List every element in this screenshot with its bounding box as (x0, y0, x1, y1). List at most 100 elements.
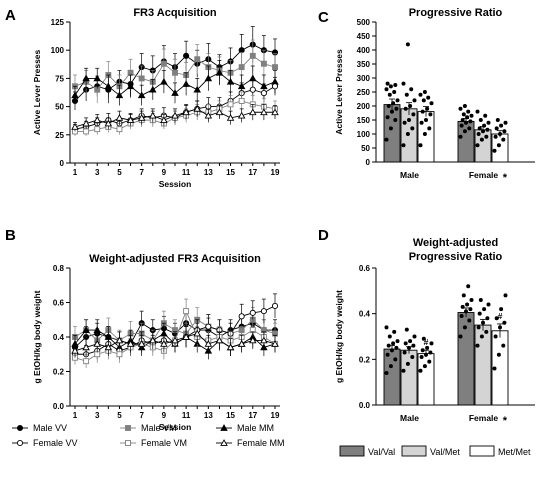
d-dot-male (408, 339, 413, 344)
a-point-female-mm (104, 119, 113, 127)
a-point-female-mm (115, 113, 124, 121)
d-hash-mark-male: # (424, 337, 429, 347)
a-point-female-mm (82, 119, 90, 127)
b-y-tick-label: 0.6 (53, 299, 65, 308)
c-dot-female (501, 137, 506, 142)
c-dot-female (468, 119, 473, 124)
c-y-tick-label: 450 (357, 32, 371, 41)
a-point-male-mm (160, 77, 168, 85)
c-dot-female (462, 129, 467, 134)
legend-label-male-vm: Male VM (141, 423, 177, 433)
c-dot-male (426, 95, 431, 100)
c-dot-male (388, 126, 393, 131)
b-x-tick-label: 15 (226, 411, 235, 420)
b-point-female-mm (82, 343, 90, 351)
b-point-female-mm (260, 336, 268, 344)
a-point-male-vv (238, 47, 245, 54)
c-dot-female (502, 129, 507, 134)
c-y-tick-label: 50 (361, 144, 370, 153)
d-dot-male (427, 359, 432, 364)
a-point-male-mm (71, 91, 79, 99)
d-dot-female (467, 318, 472, 323)
c-dot-male (427, 126, 432, 131)
c-dot-female (496, 143, 501, 148)
d-dot-female (496, 352, 501, 357)
c-dot-female (462, 104, 467, 108)
a-point-female-mm (226, 113, 235, 121)
b-point-female-mm (182, 333, 190, 340)
d-dot-female (494, 316, 499, 321)
c-y-tick-label: 350 (357, 60, 371, 69)
a-y-tick-label: 125 (51, 18, 65, 27)
a-point-male-mm (226, 77, 235, 85)
d-dot-female (484, 329, 489, 334)
panel-letter-d: D (318, 227, 329, 244)
c-dot-male (405, 132, 410, 136)
d-dot-male (407, 345, 411, 350)
d-y-tick-label: 0.4 (359, 310, 371, 319)
legend-marker-male-mm (220, 424, 228, 431)
a-point-female-vv (249, 86, 256, 93)
b-point-female-vm (116, 351, 123, 358)
d-title: Weight-adjusted (413, 237, 498, 249)
d-dot-male (395, 339, 400, 344)
c-dot-male (411, 112, 416, 117)
c-dot-female (479, 137, 484, 142)
a-point-male-mm (137, 91, 146, 99)
b-point-female-mm (204, 339, 213, 347)
a-point-male-mm (215, 68, 224, 76)
c-dot-male (385, 81, 390, 86)
a-point-female-mm (271, 108, 279, 116)
a-x-tick-label: 1 (73, 168, 78, 177)
d-dot-female (481, 320, 485, 325)
c-dot-male (384, 137, 389, 142)
a-point-male-vm (238, 64, 245, 71)
d-dot-female (465, 302, 470, 307)
c-dot-male (395, 98, 400, 103)
c-y-tick-label: 500 (357, 18, 371, 27)
c-dot-male (420, 109, 425, 114)
b-y-tick-label: 0.8 (53, 264, 65, 273)
d-dot-female (479, 334, 484, 339)
a-point-female-vm (83, 128, 90, 135)
c-dot-male (410, 126, 415, 131)
b-title: Weight-adjusted FR3 Acquisition (89, 253, 261, 265)
c-dot-female (475, 109, 480, 114)
legend-label-male-vv: Male VV (33, 423, 67, 433)
b-point-female-mm (237, 339, 246, 347)
a-point-female-mm (260, 108, 268, 116)
b-point-female-vv (205, 323, 212, 330)
c-dot-male (412, 98, 417, 103)
d-title-line2: Progressive Ratio (409, 251, 503, 263)
d-dot-female (468, 307, 473, 312)
c-y-tick-label: 400 (357, 46, 371, 55)
a-y-tick-label: 75 (55, 74, 64, 83)
c-dot-female (503, 120, 508, 125)
a-x-tick-label: 9 (162, 168, 167, 177)
b-point-male-mm (82, 326, 90, 333)
d-dot-male (424, 352, 428, 357)
a-point-male-mm (182, 80, 190, 87)
c-dot-female (464, 120, 468, 125)
d-y-tick-label: 0.0 (359, 401, 371, 410)
a-y-tick-label: 50 (55, 103, 64, 112)
d-dot-male (411, 343, 416, 348)
c-dot-male (393, 83, 398, 87)
b-point-female-mm (160, 339, 168, 347)
c-y-label: Active Lever Presses (334, 49, 344, 135)
b-x-tick-label: 5 (117, 411, 122, 420)
d-hash-mark-female: # (498, 311, 503, 321)
c-asterisk-female: * (503, 172, 508, 184)
d-dot-female (459, 313, 464, 318)
b-point-female-mm (215, 336, 224, 344)
d-dot-male (402, 350, 407, 355)
d-dot-male (401, 368, 406, 373)
a-point-male-mm (126, 82, 135, 90)
c-dot-male (384, 87, 389, 92)
c-bar-female (457, 120, 475, 163)
a-point-male-vm (127, 69, 134, 76)
d-dot-male (393, 357, 398, 362)
c-dot-male (409, 87, 414, 92)
c-dot-female (492, 148, 497, 153)
c-dot-male (402, 120, 407, 125)
